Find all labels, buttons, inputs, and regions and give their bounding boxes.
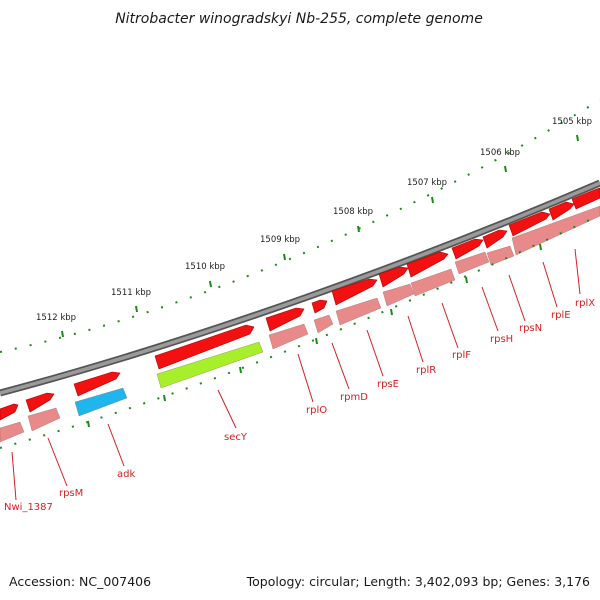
gene-label-rpsh[interactable]: rpsH [490, 334, 513, 345]
scale-label-1512: 1512 kbp [36, 313, 76, 323]
gene-label-secy[interactable]: secY [224, 432, 248, 443]
gene-Nwi_1387-cds[interactable] [0, 403, 19, 421]
gene-label-rpmd[interactable]: rpmD [340, 392, 368, 403]
gene-rpsN-cds[interactable] [508, 211, 551, 237]
scale-label-1506: 1506 kbp [480, 148, 520, 158]
gene-adk-cds[interactable] [73, 371, 121, 397]
gene-track-rplR[interactable] [410, 268, 456, 297]
map-title: Nitrobacter winogradskyi Nb-255, complet… [115, 11, 483, 27]
gene-track-rpsH[interactable] [486, 245, 515, 266]
scale-label-1505: 1505 kbp [552, 117, 592, 127]
gene-track-rplO[interactable] [268, 323, 309, 350]
accession-text: Accession: NC_007406 [9, 574, 151, 589]
gene-track-rplX-rplE[interactable] [511, 205, 600, 256]
outer-tick-ring [0, 99, 600, 353]
gene-label-rple[interactable]: rplE [551, 310, 571, 321]
gene-rpmD-cds[interactable] [331, 278, 378, 306]
gene-track-Nwi_1387[interactable] [0, 421, 25, 443]
gene-track-adk[interactable] [74, 387, 128, 417]
gene-label-leaders [11, 248, 581, 501]
scale-label-1511: 1511 kbp [111, 288, 151, 298]
gene-label-adk[interactable]: adk [117, 469, 135, 480]
scale-label-1509: 1509 kbp [260, 235, 300, 245]
gene-rpsH-cds[interactable] [482, 229, 508, 249]
gene-rplO-left-cds[interactable] [311, 299, 328, 314]
gene-label-rplo[interactable]: rplO [306, 405, 327, 416]
gene-label-rplx[interactable]: rplX [575, 298, 595, 309]
gene-rplO-cds[interactable] [265, 307, 305, 332]
gene-rplR-cds[interactable] [406, 251, 449, 278]
gene-rpsE-cds[interactable] [378, 266, 409, 288]
gene-label-nwi-1387[interactable]: Nwi_1387 [4, 502, 53, 513]
gene-secY-cds[interactable] [154, 324, 255, 370]
scale-label-1510: 1510 kbp [185, 262, 225, 272]
gene-track-secY[interactable] [156, 341, 264, 389]
gene-rplE-cds[interactable] [548, 201, 575, 221]
gene-track-rpmD[interactable] [335, 297, 382, 326]
gene-label-rplf[interactable]: rplF [452, 350, 471, 361]
gene-label-rpsn[interactable]: rpsN [519, 323, 542, 334]
gene-label-rplr[interactable]: rplR [416, 365, 436, 376]
gene-track-rplO-left[interactable] [313, 314, 334, 334]
scale-labels: 1512 kbp 1511 kbp 1510 kbp 1509 kbp 1508… [36, 117, 592, 323]
gene-rpsM-cds[interactable] [25, 392, 55, 413]
gene-rplX-cds[interactable] [571, 187, 600, 210]
gene-label-rpsm[interactable]: rpsM [59, 488, 83, 499]
gene-track-rpsM[interactable] [27, 407, 61, 432]
genome-backbone [0, 179, 600, 397]
scale-label-1508: 1508 kbp [333, 207, 373, 217]
gene-track-rplF[interactable] [454, 251, 490, 275]
scale-label-1507: 1507 kbp [407, 178, 447, 188]
gene-track-rpsE[interactable] [382, 283, 415, 307]
gene-label-rpse[interactable]: rpsE [377, 379, 399, 390]
genome-summary-text: Topology: circular; Length: 3,402,093 bp… [246, 574, 590, 589]
gene-rplF-cds[interactable] [451, 238, 484, 260]
inner-tick-ring [0, 214, 600, 449]
gene-labels: Nwi_1387 rpsM adk secY rplO rpmD rpsE rp… [4, 298, 595, 513]
